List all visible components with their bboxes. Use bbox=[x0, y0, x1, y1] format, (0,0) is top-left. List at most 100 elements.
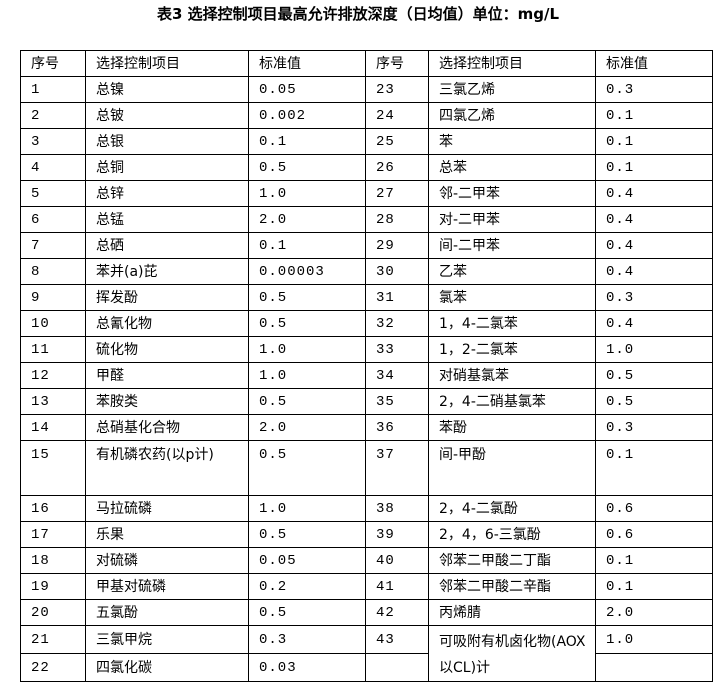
right-seq-cell: 39 bbox=[365, 521, 429, 548]
right-seq-cell: 34 bbox=[365, 362, 429, 389]
right-seq-cell: 25 bbox=[365, 128, 429, 155]
left-seq-cell: 11 bbox=[20, 336, 86, 363]
right-item-cell: 氯苯 bbox=[428, 284, 596, 311]
table-row: 20 五氯酚 0.5 42 丙烯腈 2.0 bbox=[20, 599, 713, 626]
left-seq-cell: 7 bbox=[20, 232, 86, 259]
left-item-cell: 甲基对硫磷 bbox=[85, 573, 249, 600]
right-standard-value-cell: 0.1 bbox=[595, 440, 713, 496]
table-row: 1 总镍 0.05 23 三氯乙烯 0.3 bbox=[20, 76, 713, 103]
left-item-cell: 苯并(a)芘 bbox=[85, 258, 249, 285]
left-seq-cell: 1 bbox=[20, 76, 86, 103]
left-item-cell: 总银 bbox=[85, 128, 249, 155]
emission-limits-table: 序号 选择控制项目 标准值 序号 选择控制项目 标准值 1 总镍 0.05 23 三氯乙烯 0.3 2 总… bbox=[20, 50, 713, 682]
right-item-cell: 间-二甲苯 bbox=[428, 232, 596, 259]
right-item-cell: 邻-二甲苯 bbox=[428, 180, 596, 207]
right-item-cell: 总苯 bbox=[428, 154, 596, 181]
right-seq-cell: 23 bbox=[365, 76, 429, 103]
right-item-cell: 2，4-二氯酚 bbox=[428, 495, 596, 522]
left-item-cell: 五氯酚 bbox=[85, 599, 249, 626]
left-standard-value-cell: 0.5 bbox=[248, 388, 366, 415]
left-standard-value-cell: 2.0 bbox=[248, 414, 366, 441]
left-standard-value-cell: 0.2 bbox=[248, 573, 366, 600]
left-seq-cell: 15 bbox=[20, 440, 86, 496]
left-item-cell: 马拉硫磷 bbox=[85, 495, 249, 522]
left-item-cell: 三氯甲烷 bbox=[85, 625, 249, 654]
right-item-cell: 邻苯二甲酸二丁酯 bbox=[428, 547, 596, 574]
right-standard-value-cell: 0.5 bbox=[595, 388, 713, 415]
table-row: 3 总银 0.1 25 苯 0.1 bbox=[20, 128, 713, 155]
left-item-cell: 总硝基化合物 bbox=[85, 414, 249, 441]
right-standard-value-cell: 0.3 bbox=[595, 76, 713, 103]
left-standard-value-cell: 0.3 bbox=[248, 625, 366, 654]
left-item-cell: 甲醛 bbox=[85, 362, 249, 389]
left-standard-value-cell: 0.05 bbox=[248, 76, 366, 103]
right-seq-cell: 36 bbox=[365, 414, 429, 441]
table-row: 18 对硫磷 0.05 40 邻苯二甲酸二丁酯 0.1 bbox=[20, 547, 713, 574]
right-seq-cell: 29 bbox=[365, 232, 429, 259]
left-seq-cell: 10 bbox=[20, 310, 86, 337]
right-seq-cell: 40 bbox=[365, 547, 429, 574]
left-seq-cell: 4 bbox=[20, 154, 86, 181]
right-standard-value-cell: 0.3 bbox=[595, 284, 713, 311]
right-item-cell: 可吸附有机卤化物(AOX以CL)计 bbox=[428, 625, 596, 682]
table-row: 15 有机磷农药(以p计) 0.5 37 间-甲酚 0.1 bbox=[20, 440, 713, 496]
left-seq-cell: 14 bbox=[20, 414, 86, 441]
right-seq-cell: 31 bbox=[365, 284, 429, 311]
table-row: 4 总铜 0.5 26 总苯 0.1 bbox=[20, 154, 713, 181]
left-item-cell: 总硒 bbox=[85, 232, 249, 259]
left-seq-cell: 序号 bbox=[20, 50, 86, 77]
right-standard-value-cell: 0.1 bbox=[595, 154, 713, 181]
left-standard-value-cell: 0.00003 bbox=[248, 258, 366, 285]
table-row: 5 总锌 1.0 27 邻-二甲苯 0.4 bbox=[20, 180, 713, 207]
right-standard-value-cell: 0.4 bbox=[595, 206, 713, 233]
table-row: 8 苯并(a)芘 0.00003 30 乙苯 0.4 bbox=[20, 258, 713, 285]
right-standard-value-cell: 0.5 bbox=[595, 362, 713, 389]
left-item-cell: 对硫磷 bbox=[85, 547, 249, 574]
left-item-cell: 苯胺类 bbox=[85, 388, 249, 415]
left-item-cell: 总锌 bbox=[85, 180, 249, 207]
left-item-cell: 四氯化碳 bbox=[85, 653, 249, 682]
right-seq-cell: 28 bbox=[365, 206, 429, 233]
left-seq-cell: 17 bbox=[20, 521, 86, 548]
left-item-cell: 总锰 bbox=[85, 206, 249, 233]
right-item-cell: 对硝基氯苯 bbox=[428, 362, 596, 389]
right-seq-cell: 38 bbox=[365, 495, 429, 522]
table-row: 13 苯胺类 0.5 35 2，4-二硝基氯苯 0.5 bbox=[20, 388, 713, 415]
right-standard-value-cell: 0.1 bbox=[595, 573, 713, 600]
left-standard-value-cell: 0.002 bbox=[248, 102, 366, 129]
left-seq-cell: 19 bbox=[20, 573, 86, 600]
table-row: 10 总氰化物 0.5 32 1，4-二氯苯 0.4 bbox=[20, 310, 713, 337]
right-standard-value-cell: 0.4 bbox=[595, 258, 713, 285]
right-seq-cell: 33 bbox=[365, 336, 429, 363]
right-seq-cell bbox=[365, 653, 429, 682]
left-seq-cell: 20 bbox=[20, 599, 86, 626]
right-standard-value-cell: 标准值 bbox=[595, 50, 713, 77]
left-seq-cell: 6 bbox=[20, 206, 86, 233]
left-standard-value-cell: 1.0 bbox=[248, 336, 366, 363]
left-standard-value-cell: 0.1 bbox=[248, 232, 366, 259]
left-item-cell: 选择控制项目 bbox=[85, 50, 249, 77]
left-seq-cell: 12 bbox=[20, 362, 86, 389]
right-seq-cell: 30 bbox=[365, 258, 429, 285]
right-standard-value-cell: 0.1 bbox=[595, 547, 713, 574]
right-item-cell: 对-二甲苯 bbox=[428, 206, 596, 233]
right-standard-value-cell: 0.4 bbox=[595, 180, 713, 207]
left-item-cell: 总镍 bbox=[85, 76, 249, 103]
left-standard-value-cell: 0.1 bbox=[248, 128, 366, 155]
right-seq-cell: 35 bbox=[365, 388, 429, 415]
table-row: 17 乐果 0.5 39 2，4，6-三氯酚 0.6 bbox=[20, 521, 713, 548]
right-item-cell: 乙苯 bbox=[428, 258, 596, 285]
left-item-cell: 总铜 bbox=[85, 154, 249, 181]
table-row: 21 三氯甲烷 0.3 43 可吸附有机卤化物(AOX以CL)计 1.0 bbox=[20, 625, 713, 682]
right-item-cell: 四氯乙烯 bbox=[428, 102, 596, 129]
right-item-cell: 间-甲酚 bbox=[428, 440, 596, 496]
table-row: 6 总锰 2.0 28 对-二甲苯 0.4 bbox=[20, 206, 713, 233]
right-item-cell: 选择控制项目 bbox=[428, 50, 596, 77]
left-standard-value-cell: 2.0 bbox=[248, 206, 366, 233]
right-seq-cell: 27 bbox=[365, 180, 429, 207]
right-seq-cell: 37 bbox=[365, 440, 429, 496]
left-standard-value-cell: 0.03 bbox=[248, 653, 366, 682]
left-standard-value-cell: 0.5 bbox=[248, 284, 366, 311]
right-standard-value-cell: 2.0 bbox=[595, 599, 713, 626]
table-row: 14 总硝基化合物 2.0 36 苯酚 0.3 bbox=[20, 414, 713, 441]
